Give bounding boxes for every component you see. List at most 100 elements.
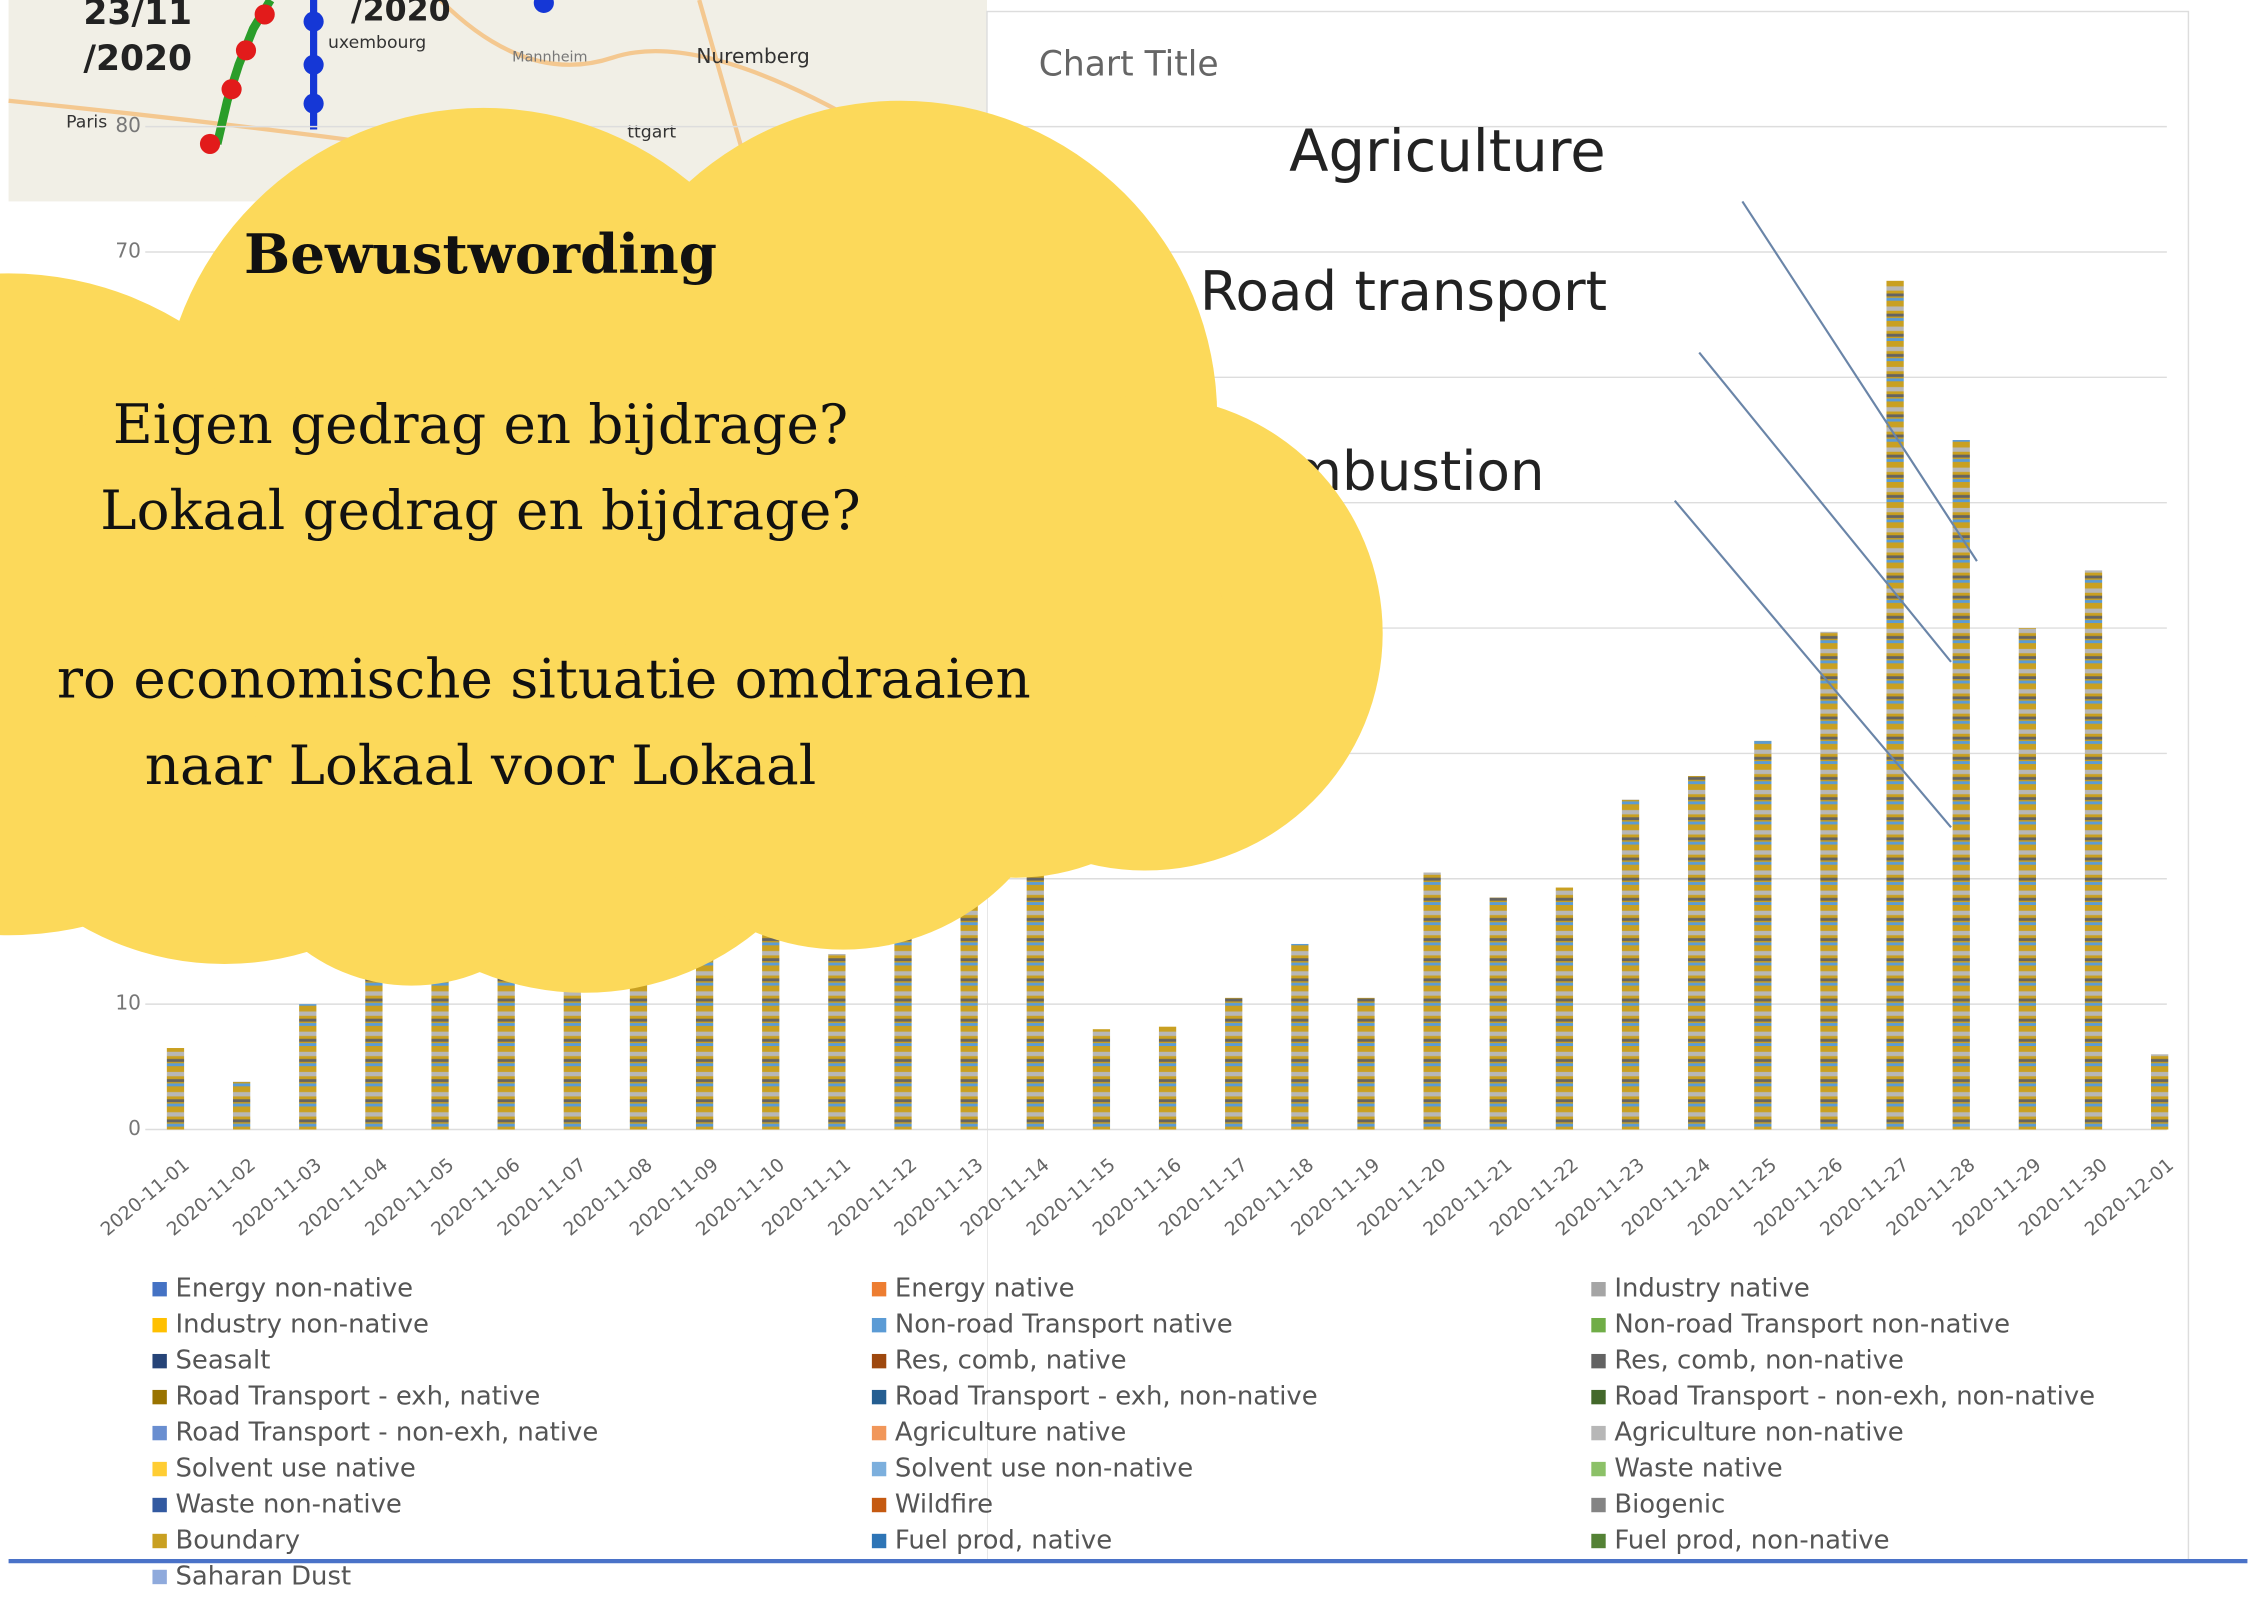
legend-swatch [152,1497,167,1513]
legend-swatch [1591,1497,1606,1513]
bar [1886,280,1904,1130]
bar [695,916,714,1130]
legend-swatch [152,1569,167,1585]
legend-swatch [871,1497,887,1513]
legend-label: Non-road Transport native [895,1310,1233,1340]
legend-label: Road Transport - non-exh, native [175,1418,598,1448]
bar [762,903,780,1130]
legend-label: Road Transport - exh, non-native [895,1382,1318,1412]
legend-swatch [1591,1425,1606,1441]
map-label: ttgart [627,122,676,142]
legend-swatch [871,1353,887,1369]
map-label: /2020 [83,39,192,79]
bar [894,903,912,1130]
annotation: Road transport [1200,259,1607,323]
legend-label: Wildfire [895,1490,993,1520]
legend-swatch [871,1533,887,1549]
bar [1555,887,1574,1130]
legend-swatch [1591,1533,1606,1549]
y-tick-label: 80 [115,113,141,137]
legend-label: Agriculture non-native [1614,1418,1903,1448]
bar [1291,943,1309,1130]
legend-swatch [152,1353,167,1369]
cloud-line: Lokaal gedrag en bijdrage? [100,478,860,542]
legend-swatch [152,1282,167,1297]
legend-swatch [1591,1317,1606,1333]
bar [166,1048,185,1130]
legend-label: Energy native [895,1274,1075,1304]
bar [1489,897,1507,1130]
bar [1820,631,1838,1130]
map-label: uxembourg [328,33,426,53]
bar [1092,1029,1111,1130]
cloud-line: naar Lokaal voor Lokaal [145,733,816,797]
cloud-shape [0,100,1383,993]
bar [299,1004,317,1130]
legend-swatch [871,1317,887,1333]
legend-label: Saharan Dust [175,1561,351,1591]
bar [365,979,383,1130]
legend-swatch [152,1533,167,1549]
bar [1621,799,1640,1130]
legend-label: Waste native [1614,1454,1782,1484]
legend-label: Res, comb, native [895,1346,1127,1376]
chart-title: Chart Title [1039,45,1219,85]
legend-label: Non-road Transport non-native [1614,1310,2010,1340]
legend-label: Fuel prod, non-native [1614,1526,1889,1556]
legend-swatch [1591,1461,1606,1477]
bar [1225,997,1243,1130]
legend-label: Fuel prod, native [895,1526,1112,1556]
bar [2018,628,2037,1130]
legend-label: Industry native [1614,1274,1809,1304]
cloud-line: ro economische situatie omdraaien [57,646,1031,710]
bar [1158,1026,1177,1130]
route-red [199,4,275,154]
legend-label: Waste non-native [175,1490,401,1520]
legend-swatch [152,1461,167,1477]
legend-label: Seasalt [175,1346,270,1376]
legend-swatch [871,1389,887,1405]
map-label: 23/11 [83,0,192,33]
legend-swatch [871,1461,887,1477]
bar [431,966,449,1130]
bar [2151,1054,2169,1130]
bar [1754,740,1772,1130]
legend-swatch [1591,1353,1606,1369]
map-label: Nuremberg [696,44,809,68]
bar [828,953,846,1130]
map-label: Paris [66,112,107,132]
legend-swatch [871,1425,887,1441]
chart: 010203040506070802020-11-012020-11-02202… [97,113,2178,1591]
cloud: Bewustwording Eigen gedrag en bijdrage? … [0,100,1383,993]
cloud-title: Bewustwording [244,222,717,286]
bar [1357,997,1375,1130]
y-tick-label: 10 [115,991,141,1015]
bar [629,941,648,1130]
cloud-line: Eigen gedrag en bijdrage? [113,392,848,456]
legend-label: Res, comb, non-native [1614,1346,1904,1376]
legend-label: Energy non-native [175,1274,413,1304]
bar [960,878,978,1130]
legend-label: Road Transport - non-exh, non-native [1614,1382,2095,1412]
annotation-line [1698,351,1952,663]
bar [1952,440,1970,1130]
bar [232,1081,251,1130]
legend-label: Agriculture native [895,1418,1126,1448]
legend-swatch [1591,1389,1606,1405]
bar [2084,570,2103,1130]
legend-label: Industry non-native [175,1310,428,1340]
map-label: /2020 [351,0,451,29]
legend-swatch [152,1317,167,1333]
annotation: Agriculture [1289,118,1605,185]
bar [1026,841,1044,1130]
y-tick-label: 0 [128,1116,141,1140]
annotation-line [1673,500,1952,829]
route-blue-pins [303,0,554,114]
map-label: Mannheim [512,50,587,66]
legend-swatch [871,1282,887,1297]
legend-label: Biogenic [1614,1490,1725,1520]
legend-swatch [152,1389,167,1405]
legend-label: Solvent use non-native [895,1454,1193,1484]
